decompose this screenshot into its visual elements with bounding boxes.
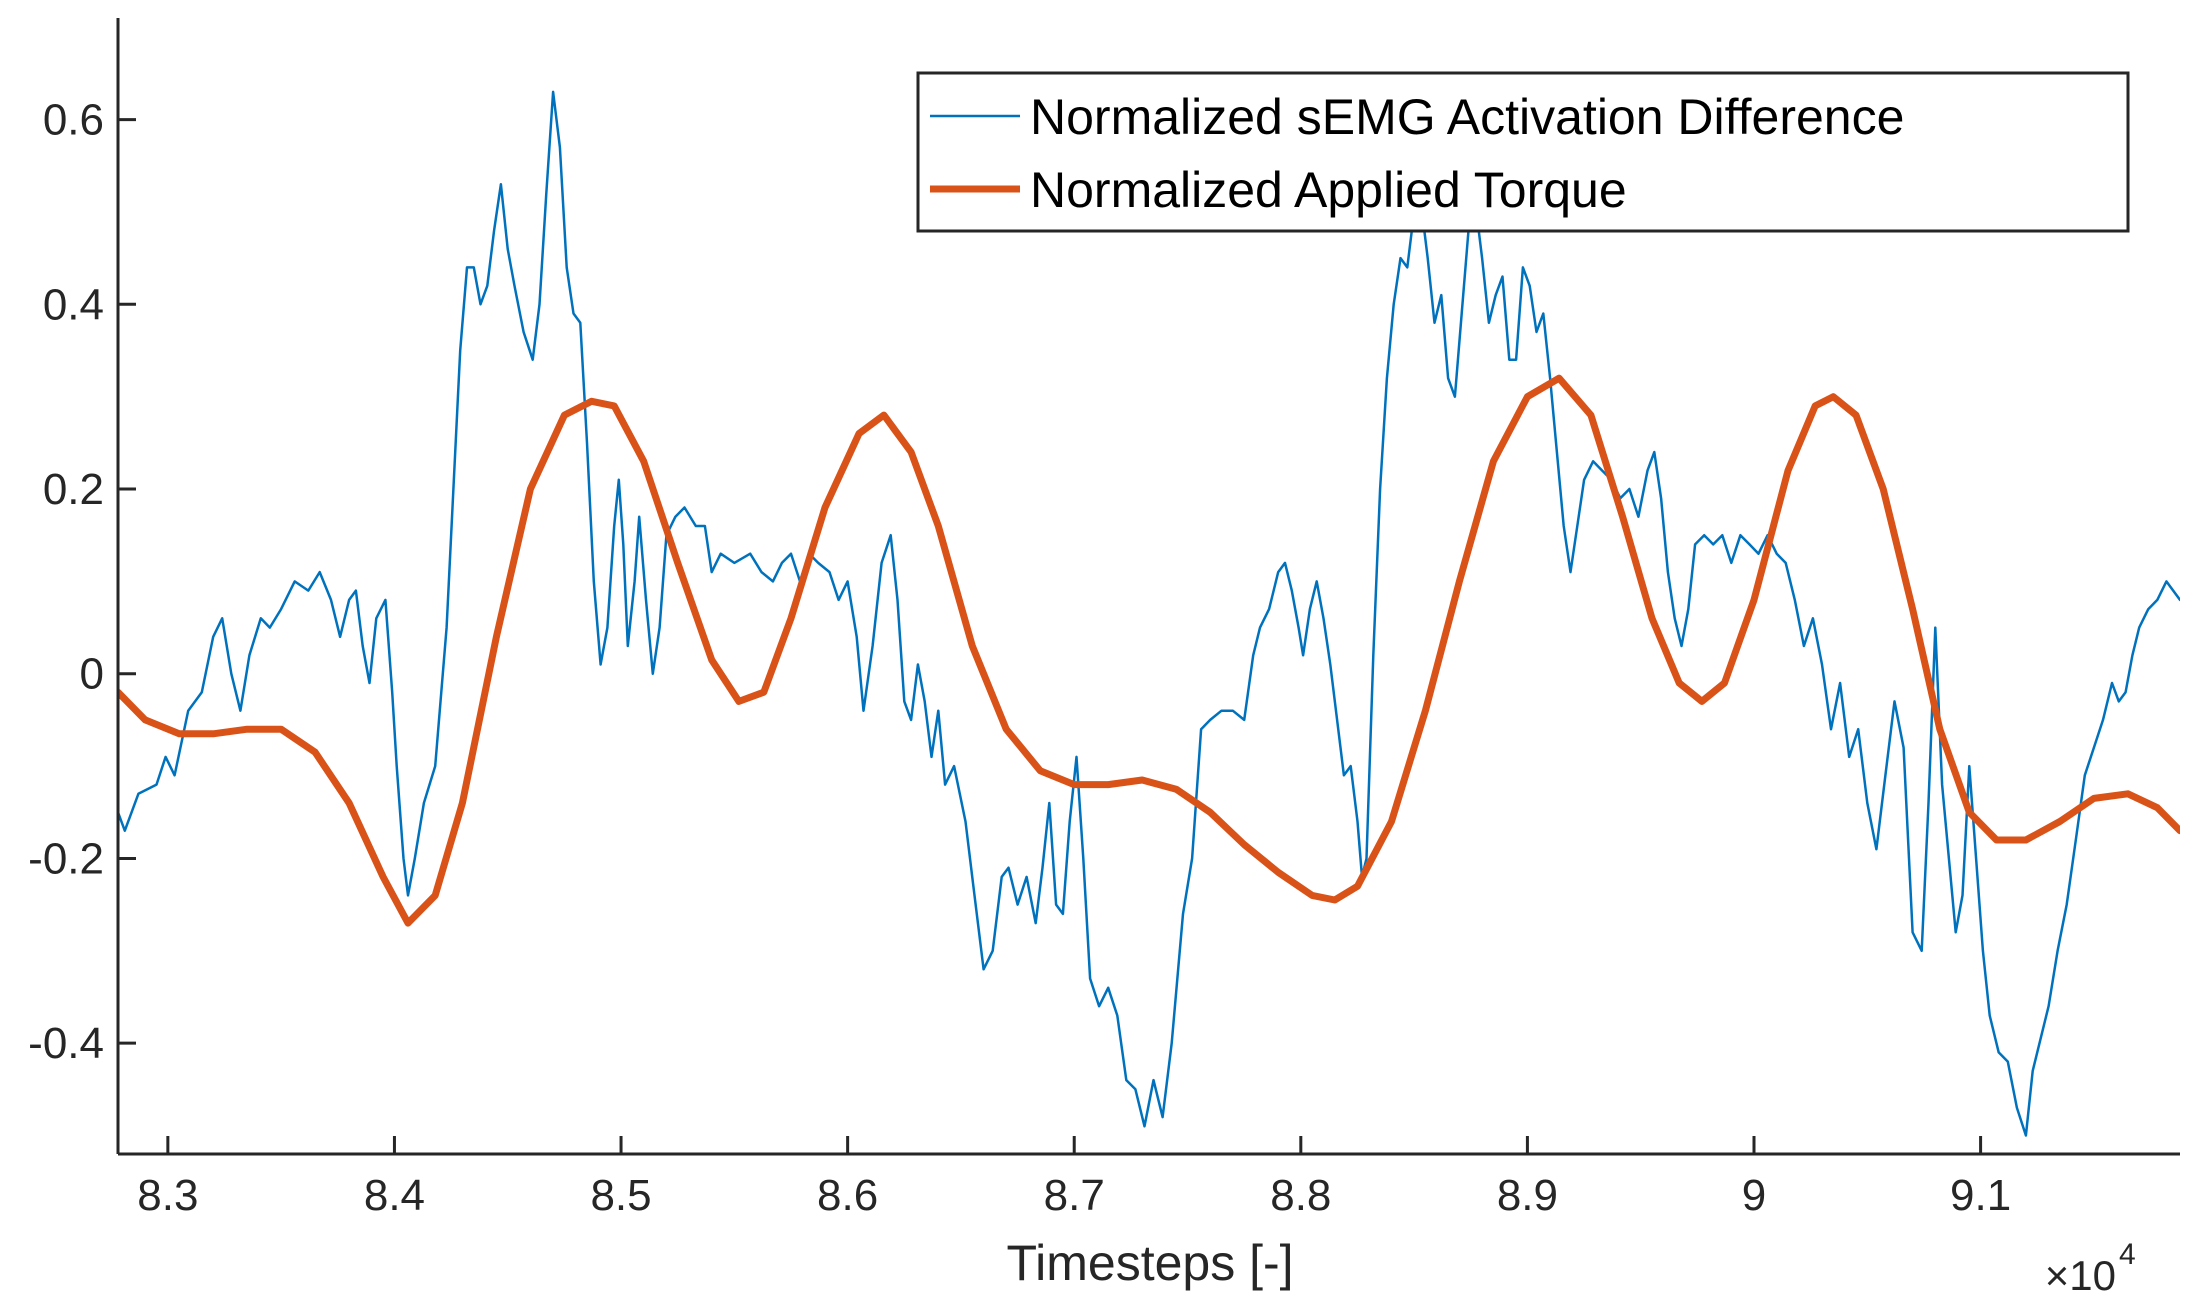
legend-label-torque: Normalized Applied Torque: [1030, 162, 1627, 218]
legend-box: [916, 71, 2130, 233]
legend: Normalized sEMG Activation Difference No…: [916, 71, 2130, 233]
y-tick-label: -0.4: [28, 1019, 104, 1068]
x-axis-exponent: ×10 4: [2045, 1238, 2136, 1299]
x-tick-label: 8.4: [364, 1171, 425, 1220]
axis-ticks: 8.3 8.4 8.5 8.6 8.7 8.8 8.9 9 9.1 0.6 0.4 0.2 0 -0.2 -…: [28, 96, 2011, 1220]
y-tick-label: 0.4: [43, 280, 104, 329]
x-axis-exponent-power: 4: [2119, 1238, 2136, 1271]
series-line-semg: [118, 90, 2180, 1137]
x-tick-label: 9: [1742, 1171, 1766, 1220]
y-tick-label: 0.2: [43, 465, 104, 514]
series-line-torque: [118, 374, 2180, 927]
x-tick-label: 9.1: [1950, 1171, 2011, 1220]
x-tick-label: 8.9: [1497, 1171, 1558, 1220]
x-tick-label: 8.6: [817, 1171, 878, 1220]
x-tick-label: 8.8: [1270, 1171, 1331, 1220]
plot-area: [118, 90, 2180, 1137]
y-tick-label: -0.2: [28, 834, 104, 883]
y-tick-label: 0: [80, 650, 104, 699]
x-axis-exponent-base: ×10: [2045, 1252, 2116, 1299]
x-tick-label: 8.3: [137, 1171, 198, 1220]
legend-label-semg: Normalized sEMG Activation Difference: [1030, 89, 1904, 145]
x-axis-title: Timesteps [-]: [1006, 1235, 1293, 1291]
x-tick-label: 8.7: [1044, 1171, 1105, 1220]
x-tick-label: 8.5: [590, 1171, 651, 1220]
y-tick-label: 0.6: [43, 96, 104, 145]
